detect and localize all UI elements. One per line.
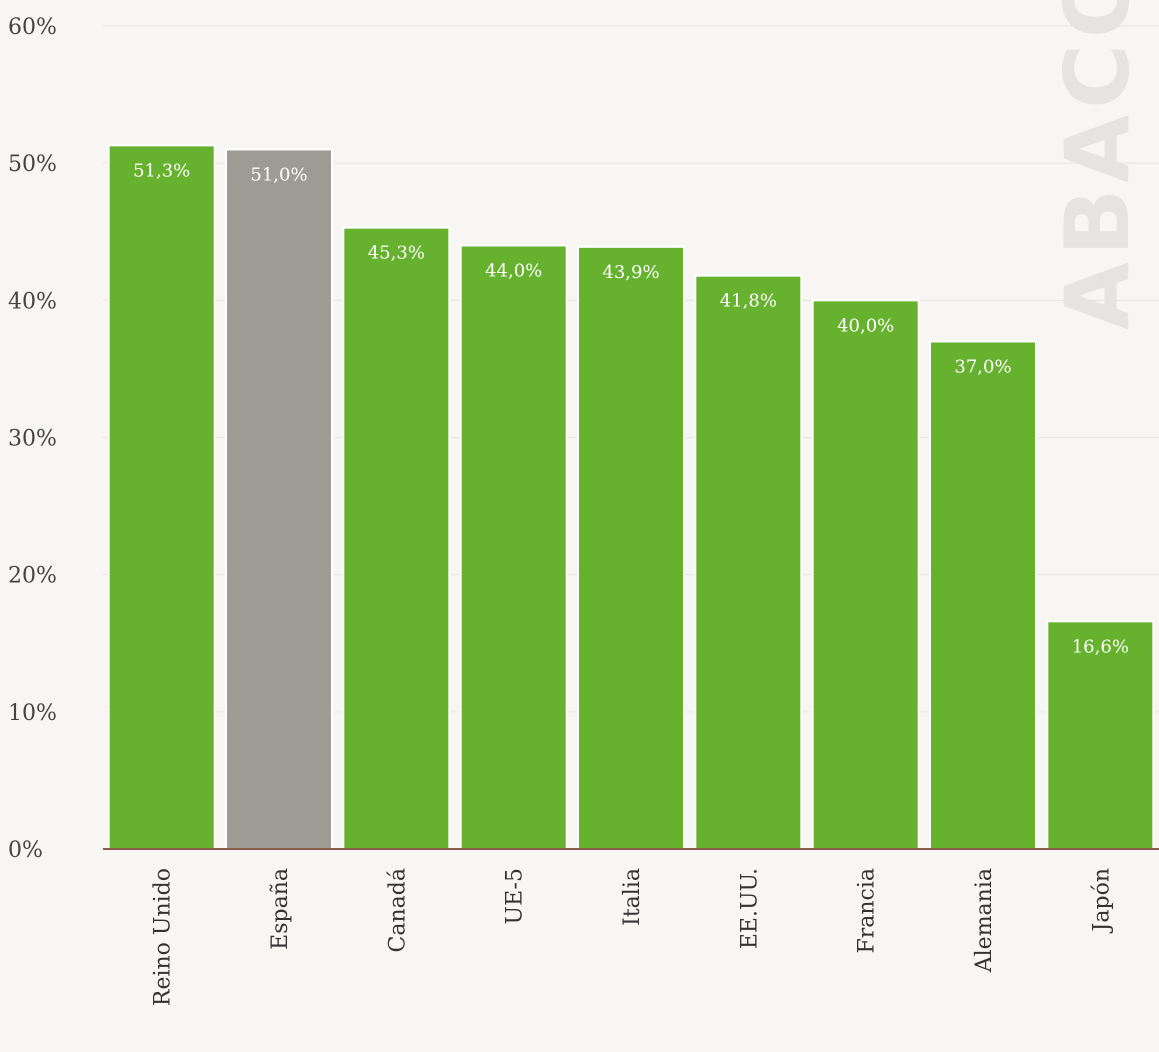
value-label: 37,0%: [954, 356, 1011, 377]
abaco-watermark-logo: ABACO: [1046, 0, 1149, 330]
y-tick-label: 30%: [8, 427, 57, 452]
category-label: Francia: [855, 868, 880, 954]
y-tick-label: 50%: [8, 152, 57, 177]
category-label: Alemania: [972, 868, 997, 973]
category-label: EE.UU.: [737, 868, 762, 949]
value-label: 51,3%: [133, 160, 190, 181]
bar: [694, 274, 803, 851]
value-label: 51,0%: [250, 164, 307, 185]
value-label: 43,9%: [602, 262, 659, 283]
y-tick-label: 40%: [8, 289, 57, 314]
bar: [811, 299, 920, 851]
bar: [929, 340, 1037, 850]
category-labels: Reino Unido España Canadá UE-5 Italia EE.UU. F…: [151, 868, 1115, 1006]
bars: [107, 144, 1155, 851]
bar: [459, 244, 568, 850]
category-label: UE-5: [503, 868, 528, 924]
category-label: Canadá: [385, 868, 410, 952]
y-tick-label: 20%: [8, 564, 57, 589]
category-label: España: [268, 868, 293, 950]
category-label: Reino Unido: [151, 868, 176, 1006]
value-label: 45,3%: [368, 243, 425, 264]
y-tick-label: 0%: [8, 838, 43, 863]
bar: [577, 245, 685, 851]
y-tick-label: 10%: [8, 701, 57, 726]
value-label: 16,6%: [1072, 636, 1129, 657]
value-labels: 51,3% 51,0% 45,3% 44,0% 43,9% 41,8% 40,0% 37,0%…: [133, 160, 1129, 657]
y-tick-label: 60%: [8, 15, 57, 40]
value-label: 44,0%: [485, 260, 542, 281]
value-label: 41,8%: [720, 291, 777, 312]
y-axis-ticks: 0% 10% 20% 30% 40% 50% 60%: [8, 15, 57, 863]
category-label: Italia: [620, 868, 645, 926]
category-label: Japón: [1089, 868, 1114, 933]
bar: [342, 226, 451, 850]
value-label: 40,0%: [837, 315, 894, 336]
bar: [107, 144, 216, 850]
bar: [225, 148, 333, 850]
